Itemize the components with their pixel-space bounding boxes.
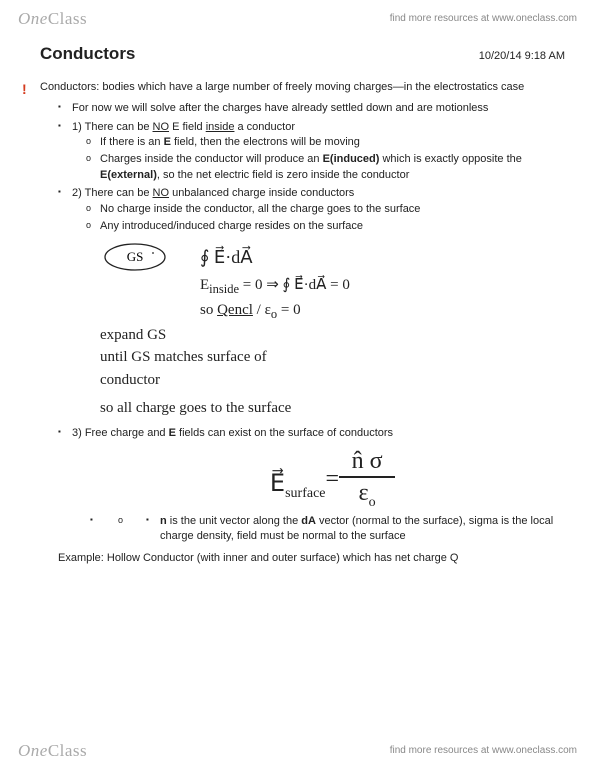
example-text: Example: Hollow Conductor (with inner an… [40,551,565,566]
text-underline: NO [153,187,170,199]
hw-text: so [200,302,217,318]
page-header: OneClass find more resources at www.onec… [0,4,595,34]
lead-paragraph: Conductors: bodies which have a large nu… [40,80,565,95]
text: If there is an [100,136,164,148]
hw-sub: inside [209,282,239,296]
footer-tagline: find more resources at www.oneclass.com [390,744,577,758]
list-item: 3) Free charge and E fields can exist on… [72,426,565,441]
hw-text: / ε [253,302,271,318]
text: which is exactly opposite the [379,153,521,165]
hw-underline: Qencl [217,302,253,318]
list-item: If there is an E field, then the electro… [100,135,565,150]
text-bold: E(external) [100,169,157,181]
page-footer: OneClass find more resources at www.onec… [0,736,595,766]
bullet-list: n is the unit vector along the dA vector… [72,514,565,545]
handwriting-gauss: GS ∮ E⃗·dA⃗ Einside = 0 ⇒ ∮ E⃗·dA⃗ = 0 s… [40,240,565,420]
brand-prefix: One [18,9,48,28]
text: , so the net electric field is zero insi… [157,169,410,181]
text-bold: E(induced) [323,153,380,165]
text: E field [169,121,206,133]
list-item-empty: n is the unit vector along the dA vector… [132,514,565,545]
title-row: Conductors 10/20/14 9:18 AM [40,42,565,66]
text-bold: n [160,515,167,527]
hw-eq-den-sub: o [369,495,376,510]
text: 3) Free charge and [72,427,169,439]
brand-prefix: One [18,741,48,760]
list-item-empty: n is the unit vector along the dA vector… [104,514,565,545]
text-bold: E [164,136,171,148]
hw-line: ∮ E⃗·dA⃗ [200,244,253,271]
text: a conductor [234,121,295,133]
hw-line: so all charge goes to the surface [100,400,291,416]
text: field, then the electrons will be moving [171,136,360,148]
brand-suffix: Class [48,9,87,28]
hw-eq-num: n̂ σ [352,449,383,473]
list-item: Any introduced/induced charge resides on… [100,219,565,234]
text-underline: inside [206,121,235,133]
handwriting-esurface: E⃗surface = n̂ σ εo [100,449,565,510]
list-item: No charge inside the conductor, all the … [100,202,565,217]
text-underline: NO [153,121,170,133]
list-item: 2) There can be NO unbalanced charge ins… [72,186,565,234]
list-item: n is the unit vector along the dA vector… [160,514,565,545]
text: unbalanced charge inside conductors [169,187,354,199]
bullet-list: 3) Free charge and E fields can exist on… [40,426,565,441]
text-bold: E [169,427,176,439]
hw-eq-sub: surface [285,486,325,501]
page-date: 10/20/14 9:18 AM [479,49,565,64]
hw-eq-lhs: E⃗ [270,471,285,497]
list-item: 1) There can be NO E field inside a cond… [72,120,565,184]
text: Charges inside the conductor will produc… [100,153,323,165]
hw-text: E [200,277,209,293]
brand-logo: OneClass [18,739,87,763]
list-item: For now we will solve after the charges … [72,101,565,116]
document-content: ! Conductors 10/20/14 9:18 AM Conductors… [40,42,565,566]
header-tagline: find more resources at www.oneclass.com [390,12,577,26]
hw-line: until GS matches surface of [100,349,267,365]
hw-line: conductor [100,372,160,388]
hw-text: = 0 ⇒ ∮ E⃗·dA⃗ = 0 [243,277,350,293]
text: 1) There can be [72,121,153,133]
hw-eq-equals: = [326,463,340,497]
gs-bubble-icon: GS [100,240,170,274]
page-title: Conductors [40,42,135,66]
text-bold: dA [301,515,316,527]
hw-eq-den: ε [359,480,369,506]
bullet-list: For now we will solve after the charges … [40,101,565,234]
text: is the unit vector along the [167,515,302,527]
list-item: Charges inside the conductor will produc… [100,152,565,183]
brand-suffix: Class [48,741,87,760]
text: fields can exist on the surface of condu… [176,427,393,439]
hw-line: expand GS [100,327,166,343]
hw-text: = 0 [277,302,300,318]
alert-icon: ! [22,80,27,100]
text: 2) There can be [72,187,153,199]
svg-text:GS: GS [127,249,144,264]
brand-logo: OneClass [18,7,87,31]
